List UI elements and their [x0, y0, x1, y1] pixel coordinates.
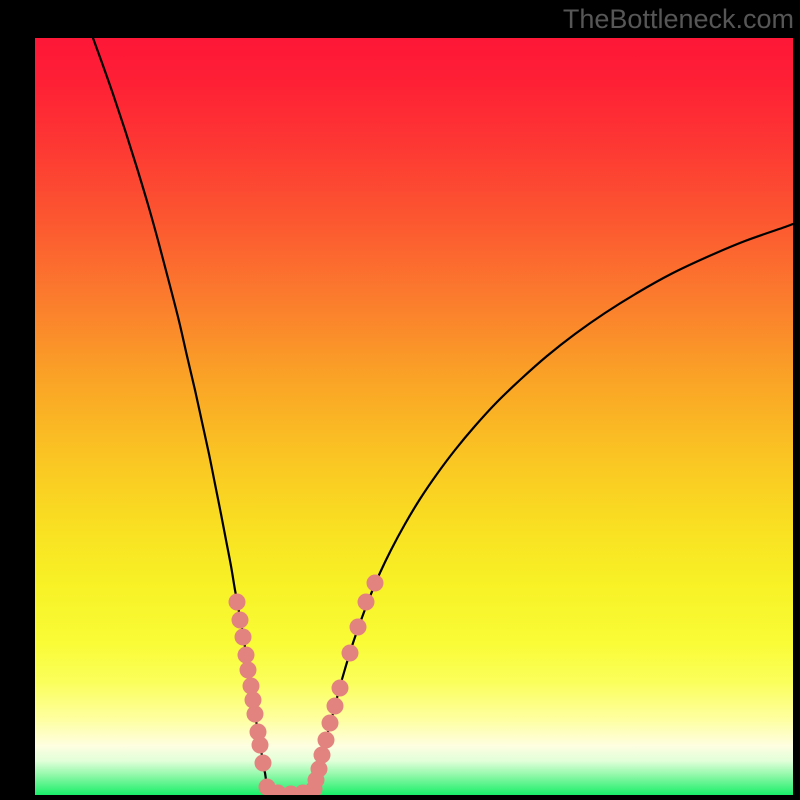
chart-frame: TheBottleneck.com	[0, 0, 800, 800]
background-gradient	[35, 38, 793, 795]
plot-area	[35, 38, 793, 795]
watermark-text: TheBottleneck.com	[563, 4, 794, 35]
